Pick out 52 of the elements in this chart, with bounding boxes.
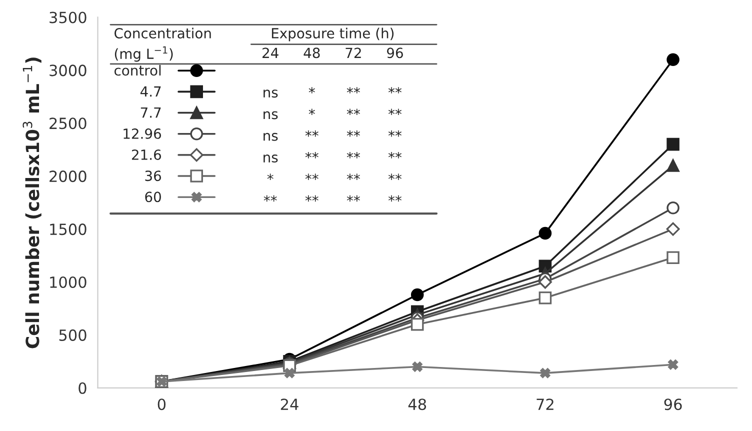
annotation: **: [346, 174, 360, 180]
annotation: (mg L$^{−1}$): [114, 46, 173, 62]
annotation: **: [346, 152, 360, 158]
y-tick-label: 2000: [50, 170, 86, 182]
x-tick-label: 72: [536, 398, 554, 410]
y-axis-title: Cell number (cellsx10$^{3}$ mL$^{−1}$): [22, 58, 42, 348]
annotation: *: [267, 174, 274, 180]
y-tick-label: 1000: [50, 276, 86, 288]
annotation: **: [388, 108, 402, 116]
annotation: **: [305, 174, 318, 180]
y-tick-label: 3500: [50, 12, 86, 24]
y-tick-label: 0: [78, 382, 86, 394]
annotation: **: [388, 87, 402, 94]
annotation: **: [305, 152, 318, 158]
annotation: 24: [262, 48, 278, 58]
annotation: **: [388, 152, 402, 158]
y-tick-label: 1500: [50, 224, 86, 236]
legend-label: 21.6: [132, 149, 161, 160]
x-tick-label: 96: [664, 398, 682, 410]
annotation: **: [305, 130, 318, 137]
y-tick-label: 500: [59, 329, 86, 341]
annotation: **: [346, 87, 360, 94]
annotation: Exposure time (h): [272, 28, 394, 42]
annotation: ns: [264, 90, 278, 98]
legend-label: 12.96: [124, 128, 161, 139]
annotation: ns: [264, 132, 278, 141]
legend-label: 36: [145, 170, 161, 182]
annotation: 96: [387, 48, 403, 58]
annotation: 72: [346, 48, 361, 58]
legend-label: 7.7: [140, 108, 161, 118]
legend-label: control: [114, 64, 161, 76]
annotation: **: [388, 130, 402, 137]
annotation: **: [346, 130, 360, 137]
legend-label: 60: [145, 192, 161, 202]
legend-label: 4.7: [140, 86, 161, 97]
y-tick-label: 2500: [50, 118, 86, 130]
annotation: *: [308, 87, 315, 94]
annotation: 48: [304, 48, 320, 58]
y-tick-label: 3000: [50, 64, 86, 76]
annotation: Concentration: [114, 28, 211, 39]
annotation: **: [388, 195, 402, 202]
x-tick-label: 0: [158, 398, 166, 410]
x-tick-label: 24: [280, 398, 298, 410]
annotation: **: [388, 174, 402, 180]
annotation: *: [308, 108, 315, 116]
annotation: ns: [264, 154, 278, 163]
annotation: **: [346, 195, 360, 202]
x-tick-label: 48: [408, 398, 426, 410]
annotation: ns: [264, 111, 278, 120]
annotation: **: [346, 108, 360, 116]
annotation: **: [305, 195, 318, 202]
annotation: **: [264, 195, 277, 202]
